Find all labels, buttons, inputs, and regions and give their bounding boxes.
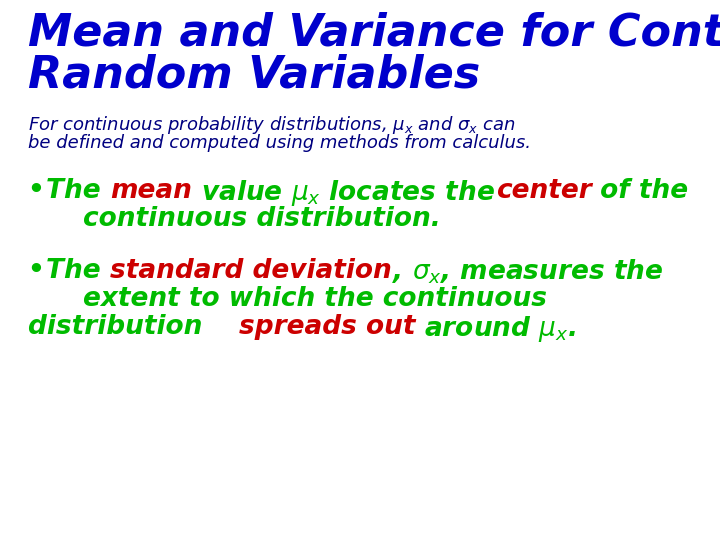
Text: For continuous probability distributions, $\mu_x$ and $\sigma_x$ can: For continuous probability distributions… — [28, 114, 516, 136]
Text: continuous distribution.: continuous distribution. — [83, 206, 441, 232]
Text: Random Variables: Random Variables — [28, 54, 480, 97]
Text: be defined and computed using methods from calculus.: be defined and computed using methods fr… — [28, 134, 531, 152]
Text: distribution: distribution — [28, 314, 239, 340]
Text: mean: mean — [109, 178, 192, 204]
Text: •: • — [28, 178, 54, 204]
Text: Mean and Variance for Continuous: Mean and Variance for Continuous — [28, 12, 720, 55]
Text: of the: of the — [591, 178, 688, 204]
Text: •: • — [28, 258, 54, 284]
Text: value $\mu_x$ locates the: value $\mu_x$ locates the — [192, 178, 495, 208]
Text: spreads out: spreads out — [239, 314, 415, 340]
Text: The: The — [46, 258, 109, 284]
Text: center: center — [495, 178, 591, 204]
Text: extent to which the continuous: extent to which the continuous — [83, 286, 547, 312]
Text: , $\sigma_x$, measures the: , $\sigma_x$, measures the — [392, 258, 663, 287]
Text: around $\mu_x$.: around $\mu_x$. — [415, 314, 577, 344]
Text: standard deviation: standard deviation — [109, 258, 392, 284]
Text: The: The — [46, 178, 109, 204]
